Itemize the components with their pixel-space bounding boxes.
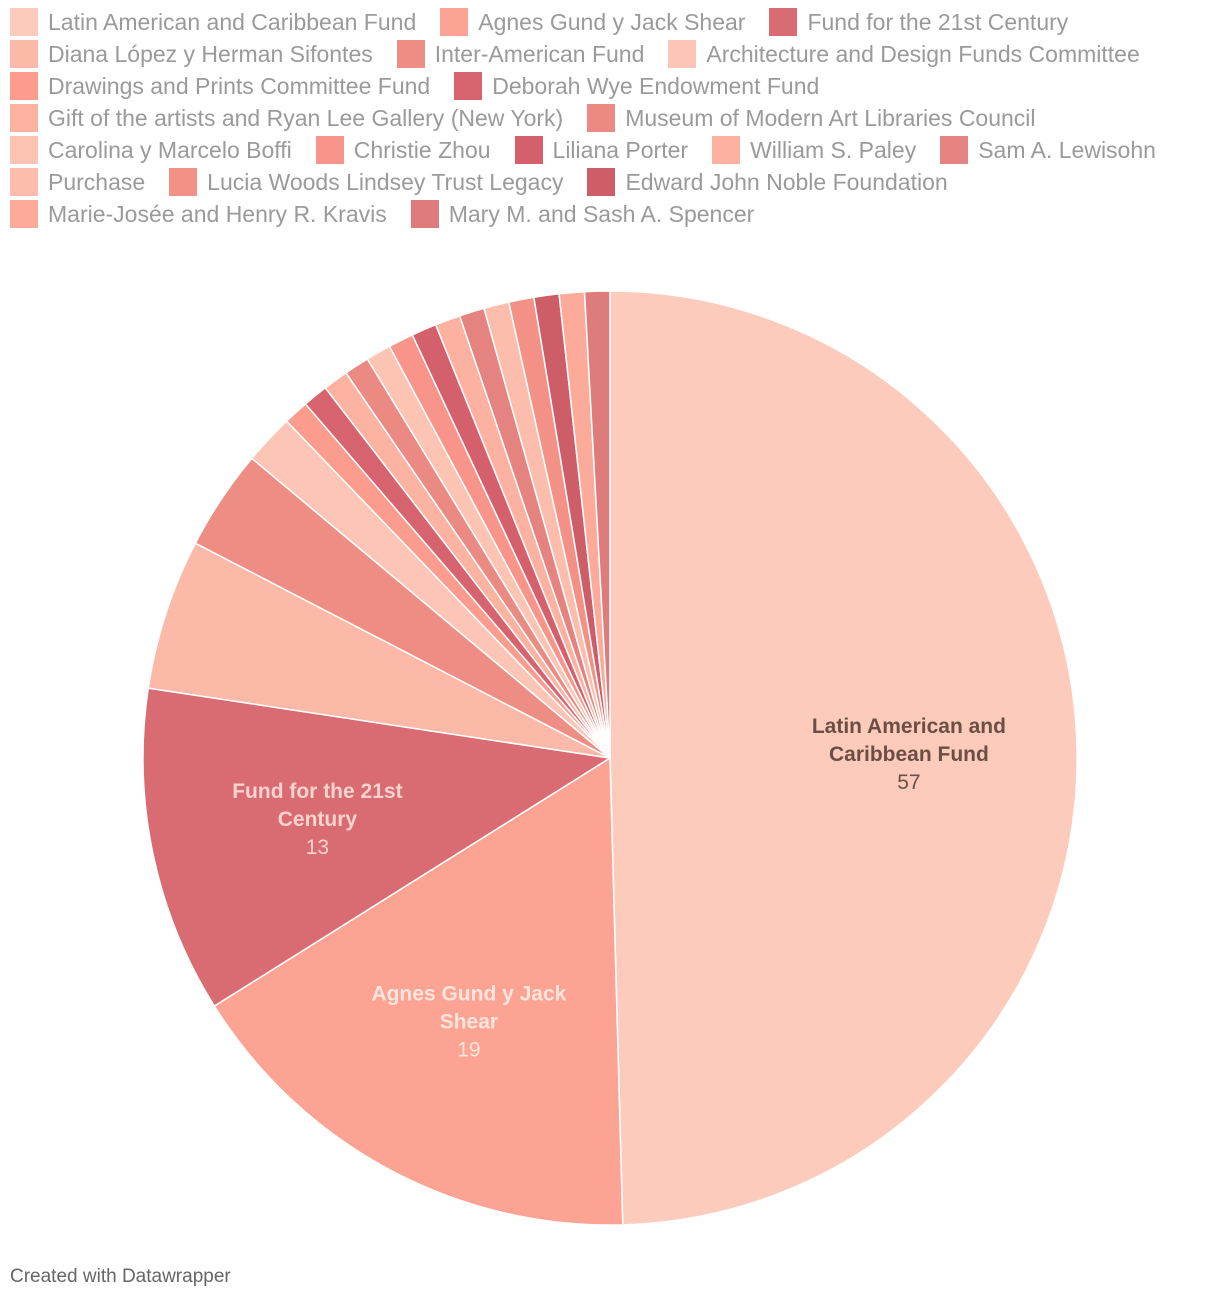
legend-swatch (10, 40, 38, 68)
legend-label: Marie-Josée and Henry R. Kravis (48, 200, 387, 227)
legend-swatch (587, 168, 616, 196)
legend-label: Deborah Wye Endowment Fund (492, 72, 820, 99)
pie-slice (142, 687, 613, 1008)
pie-slice (147, 542, 611, 759)
legend-swatch (10, 168, 38, 196)
legend-label: Carolina y Marcelo Boffi (48, 136, 292, 163)
data-label-name: Shear (440, 1011, 498, 1034)
legend-swatch (10, 136, 38, 164)
data-label: Fund for the 21st Century 13 (232, 780, 402, 859)
legend-item: Agnes Gund y Jack Shear (440, 8, 745, 36)
legend-label: Architecture and Design Funds Committee (706, 40, 1140, 67)
footer-credit: Created with Datawrapper (10, 1266, 231, 1287)
legend-item: Purchase (10, 168, 145, 196)
legend-item: Diana López y Herman Sifontes (10, 40, 373, 68)
legend-swatch (10, 104, 38, 132)
legend-swatch (514, 136, 543, 164)
legend-swatch (410, 200, 439, 228)
legend-swatch (315, 136, 344, 164)
legend-item: Edward John Noble Foundation (587, 168, 948, 196)
legend-label: William S. Paley (750, 136, 917, 163)
data-label-value: 19 (457, 1039, 480, 1062)
legend-label: Latin American and Caribbean Fund (48, 8, 417, 35)
legend-label: Edward John Noble Foundation (625, 168, 948, 195)
legend-swatch (940, 136, 969, 164)
legend-swatch (668, 40, 697, 68)
legend-swatch (169, 168, 198, 196)
legend-label: Museum of Modern Art Libraries Council (625, 104, 1036, 131)
legend-label: Lucia Woods Lindsey Trust Legacy (207, 168, 564, 195)
legend-label: Sam A. Lewisohn (978, 136, 1156, 163)
data-label-value: 57 (897, 771, 920, 794)
data-label-value: 13 (306, 836, 329, 859)
pie-slice (213, 756, 624, 1226)
legend-label: Liliana Porter (552, 136, 689, 163)
legend-item: William S. Paley (712, 136, 916, 164)
data-label: Agnes Gund y Jack Shear 19 (371, 983, 566, 1062)
pie-slice (609, 290, 1078, 1226)
data-label-name: Latin American and (812, 715, 1006, 738)
legend-swatch (769, 8, 798, 36)
legend-label: Drawings and Prints Committee Fund (48, 72, 431, 99)
legend-label: Inter-American Fund (434, 40, 645, 67)
data-label-name: Fund for the 21st (232, 780, 402, 803)
legend-item: Fund for the 21st Century (769, 8, 1068, 36)
legend-label: Christie Zhou (353, 136, 491, 163)
legend: Latin American and Caribbean Fund Agnes G… (10, 8, 1210, 228)
legend-item: Architecture and Design Funds Committee (668, 40, 1140, 68)
legend-item: Inter-American Fund (396, 40, 645, 68)
legend-label: Purchase (48, 168, 146, 195)
legend-swatch (587, 104, 616, 132)
data-label-name: Caribbean Fund (829, 743, 989, 766)
pie-slice (583, 290, 611, 759)
legend-item: Drawings and Prints Committee Fund (10, 72, 430, 100)
legend-label: Agnes Gund y Jack Shear (478, 8, 746, 35)
legend-item: Marie-Josée and Henry R. Kravis (10, 200, 387, 228)
legend-swatch (712, 136, 741, 164)
data-label-name: Agnes Gund y Jack (371, 983, 566, 1006)
legend-label: Mary M. and Sash A. Spencer (448, 200, 755, 227)
legend-item: Lucia Woods Lindsey Trust Legacy (169, 168, 563, 196)
legend-swatch (10, 72, 38, 100)
legend-swatch (454, 72, 483, 100)
legend-item: Latin American and Caribbean Fund (10, 8, 416, 36)
legend-item: Liliana Porter (514, 136, 689, 164)
legend-item: Sam A. Lewisohn (940, 136, 1156, 164)
legend-swatch (10, 8, 38, 36)
legend-item: Carolina y Marcelo Boffi (10, 136, 292, 164)
legend-swatch (396, 40, 425, 68)
legend-item: Gift of the artists and Ryan Lee Gallery… (10, 104, 563, 132)
legend-label: Gift of the artists and Ryan Lee Gallery… (48, 104, 564, 131)
data-label: Latin American and Caribbean Fund 57 (812, 715, 1006, 794)
legend-label: Fund for the 21st Century (807, 8, 1069, 35)
legend-item: Christie Zhou (315, 136, 491, 164)
legend-swatch (440, 8, 469, 36)
data-label-name: Century (278, 808, 358, 831)
legend-swatch (10, 200, 38, 228)
legend-item: Museum of Modern Art Libraries Council (587, 104, 1036, 132)
legend-item: Mary M. and Sash A. Spencer (410, 200, 755, 228)
legend-label: Diana López y Herman Sifontes (48, 40, 373, 67)
legend-item: Deborah Wye Endowment Fund (454, 72, 819, 100)
